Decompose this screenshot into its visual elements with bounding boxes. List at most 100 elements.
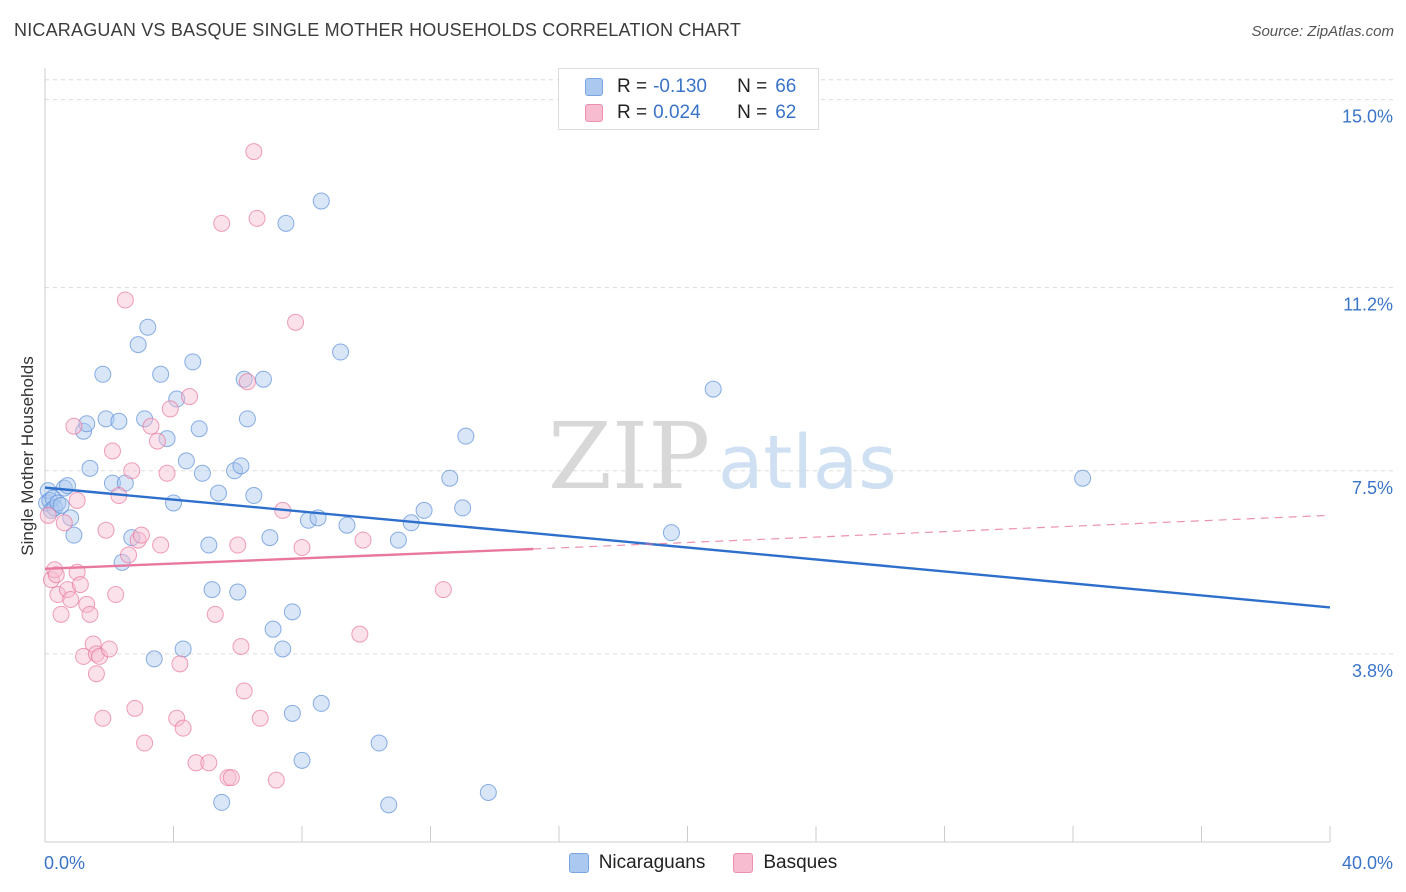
legend-swatch-nicaraguans (585, 78, 603, 96)
nicaraguans-point (277, 214, 295, 232)
nicaraguans-point (165, 494, 182, 512)
basques-point (42, 571, 60, 589)
basques-point (87, 665, 105, 683)
basques-point (87, 645, 105, 663)
basques-point (152, 536, 170, 554)
y-tick-label: 3.8% (1352, 661, 1393, 681)
nicaraguans-point (704, 380, 722, 398)
nicaraguans-trend-line (44, 486, 1331, 609)
source-credit: Source: ZipAtlas.com (1251, 23, 1394, 40)
legend-row-basques: R = 0.024 N = 62 (585, 100, 796, 126)
nicaraguans-point (184, 353, 202, 371)
nicaraguans-point (380, 796, 398, 814)
nicaraguans-point (245, 487, 263, 505)
basques-point (65, 417, 83, 435)
basques-point (129, 531, 147, 549)
series-label-nicaraguans: Nicaraguans (598, 852, 706, 873)
basques-point (100, 640, 118, 658)
basques-point (238, 373, 256, 391)
basques-point (161, 400, 179, 418)
nicaraguans-point (293, 751, 311, 769)
basques-point (126, 699, 144, 717)
nicaraguans-point (235, 370, 253, 388)
nicaraguans-point (332, 343, 350, 361)
nicaraguans-point (370, 734, 388, 752)
nicaraguans-point (203, 581, 221, 599)
basques-point (232, 638, 250, 655)
basques-point (68, 491, 86, 509)
legend-r-label: R = (617, 102, 648, 123)
nicaraguans-point (158, 430, 176, 448)
basques-point (222, 769, 240, 787)
nicaraguans-point (190, 420, 208, 438)
tick-labels: 3.8% 7.5% 11.2% 15.0% 0.0% 40.0% (44, 107, 1393, 873)
basques-point (287, 313, 305, 331)
nicaraguans-point (78, 415, 96, 433)
watermark-zip: ZIP (548, 403, 710, 510)
y-axis-label: Single Mother Households (18, 356, 37, 556)
nicaraguans-point (454, 499, 472, 517)
basques-point (55, 514, 73, 532)
y-tick-label: 7.5% (1352, 478, 1393, 498)
legend-r-value: 0.024 (653, 102, 701, 123)
basques-point (434, 581, 452, 599)
basques-point (251, 709, 269, 727)
basques-point (94, 709, 112, 727)
watermark: ZIP atlas (548, 403, 897, 510)
nicaraguans-point (129, 336, 147, 354)
nicaraguans-point (145, 650, 163, 668)
nicaraguans-point (479, 784, 497, 802)
chart-title: NICARAGUAN VS BASQUE SINGLE MOTHER HOUSE… (14, 20, 742, 40)
basques-trend-line (44, 547, 534, 570)
basques-point (81, 605, 99, 623)
basques-point (235, 682, 253, 700)
legend-r-value: -0.130 (653, 76, 707, 97)
series-legend-nicaraguans[interactable]: Nicaraguans (568, 852, 706, 874)
nicaraguans-point (97, 410, 115, 428)
x-tick-label-max: 40.0% (1342, 853, 1393, 873)
nicaraguans-point (200, 536, 218, 554)
nicaraguans-point (274, 640, 292, 658)
basques-point (62, 590, 80, 608)
nicaraguans-point (232, 457, 250, 475)
nicaraguans-point (254, 370, 272, 388)
series-label-basques: Basques (763, 852, 838, 873)
nicaraguans-point (139, 318, 157, 336)
nicaraguans-point (81, 459, 99, 477)
basques-point (52, 605, 70, 623)
nicaraguans-point (65, 526, 83, 544)
nicaraguans-point (389, 531, 407, 549)
grid-layer (45, 79, 1395, 655)
points-layer (38, 143, 1092, 814)
nicaraguans-point (209, 484, 227, 502)
axis-layer (44, 68, 1331, 843)
nicaraguans-point (312, 694, 330, 712)
basques-point (267, 771, 285, 789)
nicaraguans-point (213, 793, 231, 811)
nicaraguans-point (283, 603, 301, 621)
nicaraguans-point (94, 365, 112, 383)
basques-point (148, 432, 166, 450)
nicaraguans-point (174, 640, 192, 658)
basques-point (187, 754, 205, 772)
basques-point (136, 734, 154, 752)
basques-point (245, 143, 263, 161)
basques-point (174, 719, 192, 737)
nicaraguans-point (283, 704, 301, 722)
basques-point (168, 709, 186, 727)
basques-point (47, 566, 65, 584)
basques-point (97, 521, 115, 539)
nicaraguans-point (177, 452, 195, 470)
nicaraguans-point (415, 501, 433, 519)
nicaraguans-point (662, 524, 680, 542)
series-swatch-basques (733, 853, 754, 873)
basques-point (293, 539, 311, 557)
nicaraguans-point (264, 620, 282, 638)
nicaraguans-point (261, 529, 279, 547)
basques-point (107, 586, 125, 604)
series-legend-basques[interactable]: Basques (733, 852, 837, 874)
basques-point (78, 595, 96, 613)
trend-layer (44, 486, 1331, 609)
nicaraguans-point (193, 464, 211, 482)
